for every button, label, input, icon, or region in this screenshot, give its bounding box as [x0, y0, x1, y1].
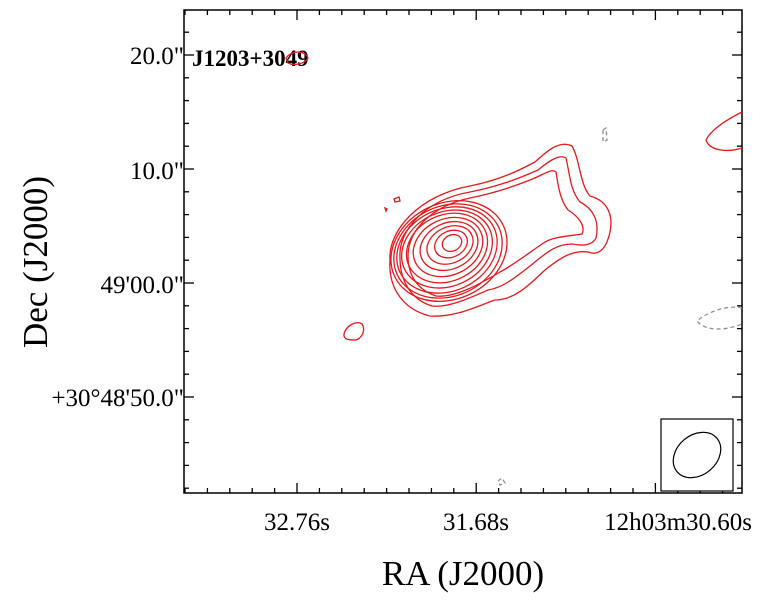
x-tick-label-3060: 12h03m30.60s	[604, 509, 752, 536]
negative-contour-bottom	[497, 477, 506, 486]
contour-level-5	[412, 216, 484, 278]
beam-ellipse	[672, 431, 722, 479]
y-tick-label-20: 20.0"	[130, 43, 184, 70]
contour-level-7	[400, 209, 494, 289]
y-tick-label-10: 10.0"	[130, 158, 184, 185]
contour-level-4	[419, 220, 479, 272]
negative-contour-right	[696, 306, 743, 330]
contour-edge-right	[705, 111, 743, 152]
x-axis-title: RA (J2000)	[382, 554, 544, 593]
negative-contour-top	[602, 126, 608, 144]
x-tick-label-3276: 32.76s	[264, 509, 330, 536]
contour-level-2	[433, 229, 469, 259]
axis-ticks	[184, 10, 742, 493]
contour-extended-2	[399, 156, 598, 307]
contour-island-left	[343, 322, 365, 341]
contour-island-top	[285, 51, 309, 65]
contour-level-9	[393, 203, 503, 299]
y-tick-label-4850: +30°48'50.0"	[51, 385, 184, 412]
y-tick-label-4900: 49'00.0"	[101, 272, 184, 299]
plot-frame	[183, 9, 743, 494]
contour-level-1	[441, 233, 463, 253]
x-tick-label-3168: 31.68s	[443, 509, 509, 536]
negative-contours	[497, 126, 743, 486]
positive-contours	[285, 51, 743, 341]
contour-extended-3	[407, 170, 584, 297]
beam-box	[660, 418, 734, 492]
y-axis-title: Dec (J2000)	[16, 176, 55, 348]
contour-island-small	[393, 196, 401, 203]
contour-outer	[389, 143, 612, 317]
contour-level-8	[396, 206, 498, 294]
contour-island-dot	[383, 206, 388, 213]
beam-inset	[660, 418, 734, 492]
contour-level-3	[426, 225, 474, 265]
source-label: J1203+3049	[192, 46, 309, 71]
tick-labels: 20.0" 10.0" 49'00.0" +30°48'50.0" 32.76s…	[51, 43, 752, 536]
